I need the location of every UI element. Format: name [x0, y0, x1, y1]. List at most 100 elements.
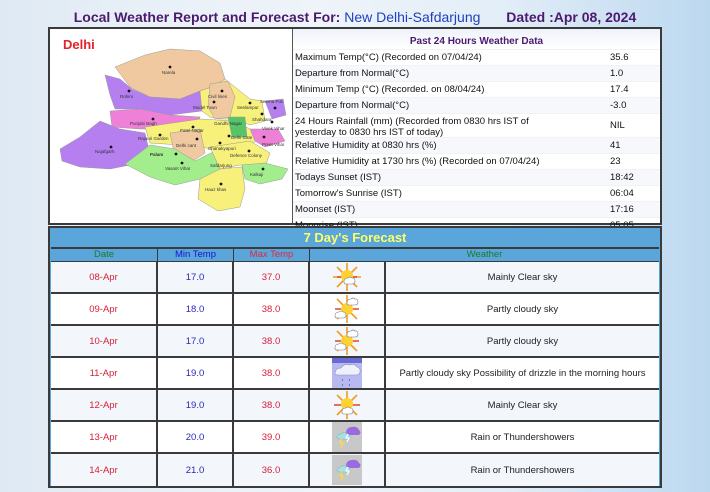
info-value: -3.0 — [610, 100, 627, 111]
info-label: Moonrise (IST) — [293, 218, 610, 233]
info-row-rh-1730: Relative Humidity at 1730 hrs (%) (Recor… — [293, 153, 660, 169]
col-header-max-temp: Max Temp — [234, 249, 310, 262]
thundershower-icon — [332, 422, 362, 452]
forecast-min-temp: 17.0 — [158, 262, 234, 294]
info-value: 17:16 — [610, 204, 634, 215]
svg-text:Rohini: Rohini — [120, 94, 133, 99]
info-label: Departure from Normal(°C) — [295, 100, 410, 111]
svg-text:Kalkaji: Kalkaji — [250, 172, 263, 177]
forecast-max-temp: 37.0 — [234, 262, 310, 294]
forecast-max-temp: 38.0 — [234, 326, 310, 358]
forecast-min-temp: 21.0 — [158, 454, 234, 486]
partly-cloudy-sky-icon — [334, 327, 359, 355]
forecast-date: 10-Apr — [51, 326, 158, 358]
info-row-rainfall: 24 Hours Rainfall (mm) (Recorded from 08… — [293, 113, 660, 138]
delhi-map: Narela Rohini Civil lines Model Town See… — [50, 29, 293, 223]
forecast-weather: Partly cloudy sky — [386, 294, 659, 326]
svg-text:Seema Puri: Seema Puri — [260, 99, 284, 104]
svg-text:Vivek Vihar: Vivek Vihar — [262, 126, 285, 131]
info-value: NIL — [610, 120, 625, 131]
forecast-max-temp: 39.0 — [234, 422, 310, 454]
info-row-rh-0830: Relative Humidity at 0830 hrs (%) 41 — [293, 137, 660, 153]
info-value: 18:42 — [610, 172, 634, 183]
forecast-icon-cell — [310, 326, 386, 358]
info-row-moonrise: Moonrise (IST) 05:05 — [293, 217, 660, 233]
info-row-min-departure: Departure from Normal(°C) -3.0 — [293, 97, 660, 113]
info-value: 17.4 — [610, 84, 629, 95]
forecast-date: 12-Apr — [51, 390, 158, 422]
svg-text:Chanakyapuri: Chanakyapuri — [208, 146, 236, 151]
col-header-weather: Weather — [310, 249, 659, 262]
info-value: 06:04 — [610, 188, 634, 199]
delhi-district-map-image: Narela Rohini Civil lines Model Town See… — [59, 48, 289, 212]
forecast-row: 13-Apr 20.0 39.0 Rain or Thundershowers — [51, 422, 659, 454]
info-label: Moonset (IST) — [295, 204, 356, 215]
forecast-icon-cell — [310, 358, 386, 390]
title-prefix: Local Weather Report and Forecast For: — [73, 9, 341, 25]
forecast-icon-cell — [310, 454, 386, 486]
forecast-min-temp: 17.0 — [158, 326, 234, 358]
forecast-weather: Partly cloudy sky Possibility of drizzle… — [386, 358, 659, 390]
col-header-date: Date — [51, 249, 158, 262]
forecast-row: 09-Apr 18.0 38.0 Partly cloudy sky — [51, 294, 659, 326]
col-header-min-temp: Min Temp — [158, 249, 234, 262]
info-value: 1.0 — [610, 68, 624, 79]
svg-text:Safdarjung: Safdarjung — [210, 163, 232, 168]
svg-text:Palam: Palam — [150, 152, 163, 157]
info-row-sunrise: Tomorrow's Sunrise (IST) 06:04 — [293, 185, 660, 201]
svg-text:Preet Vihar: Preet Vihar — [262, 142, 285, 147]
forecast-date: 08-Apr — [51, 262, 158, 294]
report-date: Dated :Apr 08, 2024 — [506, 9, 637, 25]
forecast-weather: Partly cloudy sky — [386, 326, 659, 358]
forecast-max-temp: 38.0 — [234, 294, 310, 326]
page-title: Local Weather Report and Forecast For: N… — [0, 9, 710, 25]
svg-text:Civil lines: Civil lines — [208, 94, 228, 99]
forecast-max-temp: 38.0 — [234, 358, 310, 390]
forecast-date: 09-Apr — [51, 294, 158, 326]
forecast-weather: Mainly Clear sky — [386, 390, 659, 422]
svg-text:Najafgarh: Najafgarh — [95, 149, 115, 154]
info-value: 35.6 — [610, 52, 629, 63]
forecast-weather: Mainly Clear sky — [386, 262, 659, 294]
forecast-row: 10-Apr 17.0 38.0 Partly cloudy sky — [51, 326, 659, 358]
map-title: Delhi — [63, 37, 95, 52]
forecast-weather: Rain or Thundershowers — [386, 422, 659, 454]
forecast-min-temp: 18.0 — [158, 294, 234, 326]
svg-text:Defence Colony: Defence Colony — [230, 153, 263, 158]
svg-text:Patel Nagar: Patel Nagar — [180, 128, 204, 133]
svg-text:Narela: Narela — [162, 70, 176, 75]
forecast-icon-cell — [310, 262, 386, 294]
forecast-table: 7 Day's Forecast Date Min Temp Max Temp … — [51, 229, 659, 486]
forecast-weather: Rain or Thundershowers — [386, 454, 659, 486]
info-row-max-departure: Departure from Normal(°C) 1.0 — [293, 65, 660, 81]
svg-text:Shahdara: Shahdara — [252, 117, 272, 122]
forecast-min-temp: 19.0 — [158, 390, 234, 422]
svg-text:Vasant Vihar: Vasant Vihar — [165, 166, 191, 171]
forecast-date: 11-Apr — [51, 358, 158, 390]
forecast-row: 11-Apr 19.0 38.0 Partly cloudy sky Possi… — [51, 358, 659, 390]
info-label: Maximum Temp(°C) (Recorded on 07/04/24) — [295, 52, 482, 63]
past-24h-title: Past 24 Hours Weather Data — [293, 29, 660, 49]
forecast-row: 08-Apr 17.0 37.0 Mainly Clear sky — [51, 262, 659, 294]
info-label: Minimum Temp (°C) (Recorded. on 08/04/24… — [295, 84, 485, 95]
svg-text:Rajouri Garden: Rajouri Garden — [138, 136, 169, 141]
forecast-max-temp: 36.0 — [234, 454, 310, 486]
info-row-min-temp: Minimum Temp (°C) (Recorded. on 08/04/24… — [293, 81, 660, 97]
info-value: 41 — [610, 140, 621, 151]
svg-text:Hauz khas: Hauz khas — [205, 187, 227, 192]
forecast-date: 14-Apr — [51, 454, 158, 486]
forecast-row: 14-Apr 21.0 36.0 Rain or Thundershowers — [51, 454, 659, 486]
forecast-icon-cell — [310, 422, 386, 454]
info-label: Relative Humidity at 0830 hrs (%) — [295, 140, 437, 151]
info-row-sunset: Todays Sunset (IST) 18:42 — [293, 169, 660, 185]
svg-text:Punjabi Bagh: Punjabi Bagh — [130, 121, 157, 126]
svg-text:Seelampur: Seelampur — [237, 105, 259, 110]
partly-cloudy-sky-icon — [334, 295, 359, 323]
svg-text:Delhi Gate: Delhi Gate — [231, 135, 253, 140]
seven-day-forecast-panel: 7 Day's Forecast Date Min Temp Max Temp … — [48, 226, 662, 488]
forecast-min-temp: 20.0 — [158, 422, 234, 454]
past-24h-data-table: Past 24 Hours Weather Data Maximum Temp(… — [293, 29, 660, 231]
svg-text:Model Town: Model Town — [193, 105, 217, 110]
thundershower-icon — [332, 455, 362, 485]
mainly-clear-sky-icon — [334, 391, 360, 419]
